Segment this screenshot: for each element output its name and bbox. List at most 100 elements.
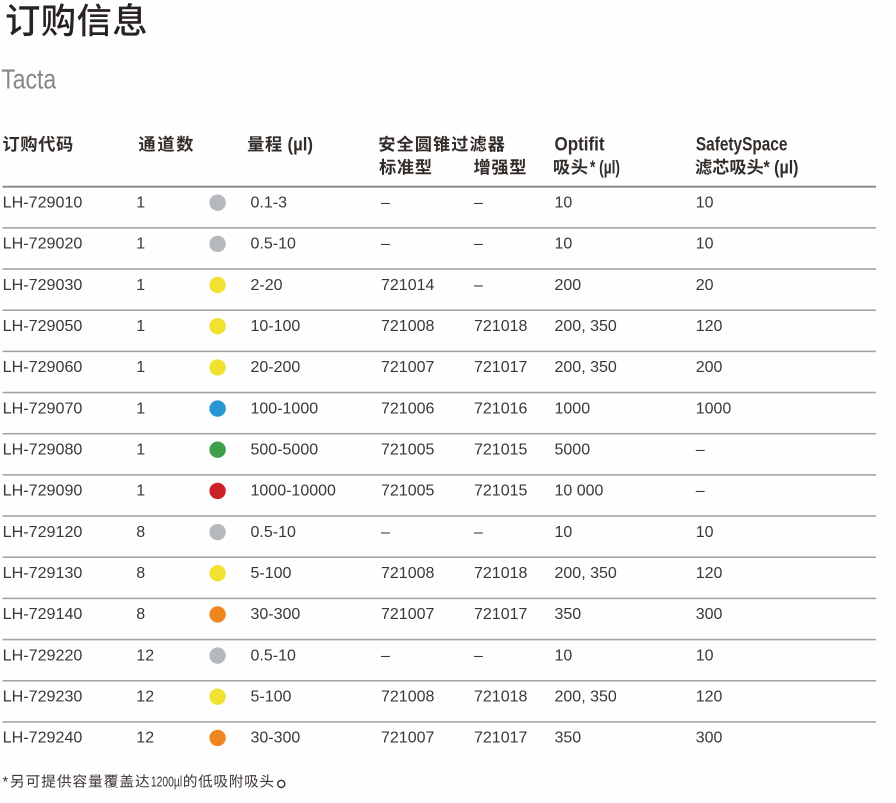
svg-text:LH-729030: LH-729030	[3, 277, 83, 294]
svg-text:721008: 721008	[381, 565, 434, 582]
svg-text:LH-729140: LH-729140	[3, 606, 83, 623]
svg-text:8: 8	[136, 565, 145, 582]
svg-text:*: *	[3, 775, 9, 791]
svg-text:10: 10	[696, 236, 714, 253]
svg-text:1000: 1000	[696, 400, 732, 417]
svg-text:12: 12	[136, 689, 154, 706]
svg-text:5-100: 5-100	[251, 565, 292, 582]
svg-text:2-20: 2-20	[251, 277, 283, 294]
svg-text:721017: 721017	[474, 606, 527, 623]
svg-text:1000: 1000	[555, 400, 591, 417]
svg-text:721007: 721007	[381, 359, 434, 376]
svg-text:200, 350: 200, 350	[555, 565, 617, 582]
svg-text:–: –	[474, 236, 483, 253]
svg-text:10: 10	[555, 647, 573, 664]
svg-text:0.1-3: 0.1-3	[251, 195, 288, 212]
svg-text:721017: 721017	[474, 730, 527, 747]
svg-text:10: 10	[555, 524, 573, 541]
svg-text:8: 8	[136, 606, 145, 623]
svg-text:721014: 721014	[381, 277, 434, 294]
svg-text:120: 120	[696, 318, 723, 335]
svg-text:30-300: 30-300	[251, 730, 301, 747]
svg-text:200, 350: 200, 350	[555, 689, 617, 706]
svg-text:LH-729060: LH-729060	[3, 359, 83, 376]
svg-text:Tacta: Tacta	[1, 64, 56, 95]
svg-text:–: –	[696, 483, 705, 500]
svg-text:1: 1	[136, 277, 145, 294]
svg-text:721016: 721016	[474, 400, 527, 417]
svg-text:–: –	[696, 442, 705, 459]
svg-text:1200µl: 1200µl	[151, 775, 182, 791]
svg-text:LH-729050: LH-729050	[3, 318, 83, 335]
svg-text:120: 120	[696, 565, 723, 582]
svg-text:0.5-10: 0.5-10	[251, 524, 296, 541]
svg-text:1: 1	[136, 442, 145, 459]
svg-text:–: –	[474, 524, 483, 541]
svg-text:–: –	[381, 195, 390, 212]
svg-text:1: 1	[136, 400, 145, 417]
svg-text:1: 1	[136, 483, 145, 500]
svg-text:300: 300	[696, 730, 723, 747]
svg-text:200, 350: 200, 350	[555, 359, 617, 376]
svg-text:500-5000: 500-5000	[251, 442, 319, 459]
svg-text:LH-729230: LH-729230	[3, 689, 83, 706]
svg-text:LH-729120: LH-729120	[3, 524, 83, 541]
svg-text:10: 10	[696, 195, 714, 212]
svg-text:721005: 721005	[381, 442, 434, 459]
svg-text:–: –	[381, 236, 390, 253]
svg-text:721007: 721007	[381, 606, 434, 623]
svg-text:12: 12	[136, 730, 154, 747]
svg-text:721015: 721015	[474, 442, 527, 459]
svg-text:LH-729240: LH-729240	[3, 730, 83, 747]
svg-text:1: 1	[136, 195, 145, 212]
svg-text:721018: 721018	[474, 318, 527, 335]
svg-text:–: –	[474, 647, 483, 664]
svg-text:721005: 721005	[381, 483, 434, 500]
svg-text:–: –	[381, 524, 390, 541]
svg-text:10: 10	[555, 236, 573, 253]
svg-text:LH-729070: LH-729070	[3, 400, 83, 417]
svg-text:10: 10	[696, 524, 714, 541]
svg-text:12: 12	[136, 647, 154, 664]
svg-text:721007: 721007	[381, 730, 434, 747]
svg-text:200, 350: 200, 350	[555, 318, 617, 335]
svg-text:LH-729090: LH-729090	[3, 483, 83, 500]
svg-text:721015: 721015	[474, 483, 527, 500]
svg-text:0.5-10: 0.5-10	[251, 647, 296, 664]
svg-text:1: 1	[136, 359, 145, 376]
svg-text:721017: 721017	[474, 359, 527, 376]
svg-text:721008: 721008	[381, 689, 434, 706]
svg-text:1: 1	[136, 318, 145, 335]
svg-text:LH-729020: LH-729020	[3, 236, 83, 253]
svg-text:* (µl): * (µl)	[764, 157, 799, 177]
svg-text:–: –	[381, 647, 390, 664]
svg-text:LH-729010: LH-729010	[3, 195, 83, 212]
svg-text:(µl): (µl)	[288, 134, 314, 154]
svg-text:LH-729130: LH-729130	[3, 565, 83, 582]
svg-text:30-300: 30-300	[251, 606, 301, 623]
svg-text:0.5-10: 0.5-10	[251, 236, 296, 253]
svg-text:* (µl): * (µl)	[590, 157, 620, 177]
svg-text:721018: 721018	[474, 689, 527, 706]
svg-text:350: 350	[555, 730, 582, 747]
svg-text:300: 300	[696, 606, 723, 623]
svg-text:8: 8	[136, 524, 145, 541]
svg-text:20: 20	[696, 277, 714, 294]
svg-text:LH-729080: LH-729080	[3, 442, 83, 459]
svg-text:1000-10000: 1000-10000	[251, 483, 337, 500]
svg-text:5-100: 5-100	[251, 689, 292, 706]
svg-text:721018: 721018	[474, 565, 527, 582]
svg-text:5000: 5000	[555, 442, 591, 459]
svg-text:10-100: 10-100	[251, 318, 301, 335]
svg-text:–: –	[474, 195, 483, 212]
svg-text:SafetySpace: SafetySpace	[696, 133, 788, 155]
svg-text:350: 350	[555, 606, 582, 623]
svg-text:721008: 721008	[381, 318, 434, 335]
svg-text:120: 120	[696, 689, 723, 706]
svg-text:Optifit: Optifit	[555, 133, 605, 155]
svg-text:LH-729220: LH-729220	[3, 647, 83, 664]
svg-text:10 000: 10 000	[555, 483, 604, 500]
svg-text:1: 1	[136, 236, 145, 253]
svg-text:–: –	[474, 277, 483, 294]
svg-text:20-200: 20-200	[251, 359, 301, 376]
